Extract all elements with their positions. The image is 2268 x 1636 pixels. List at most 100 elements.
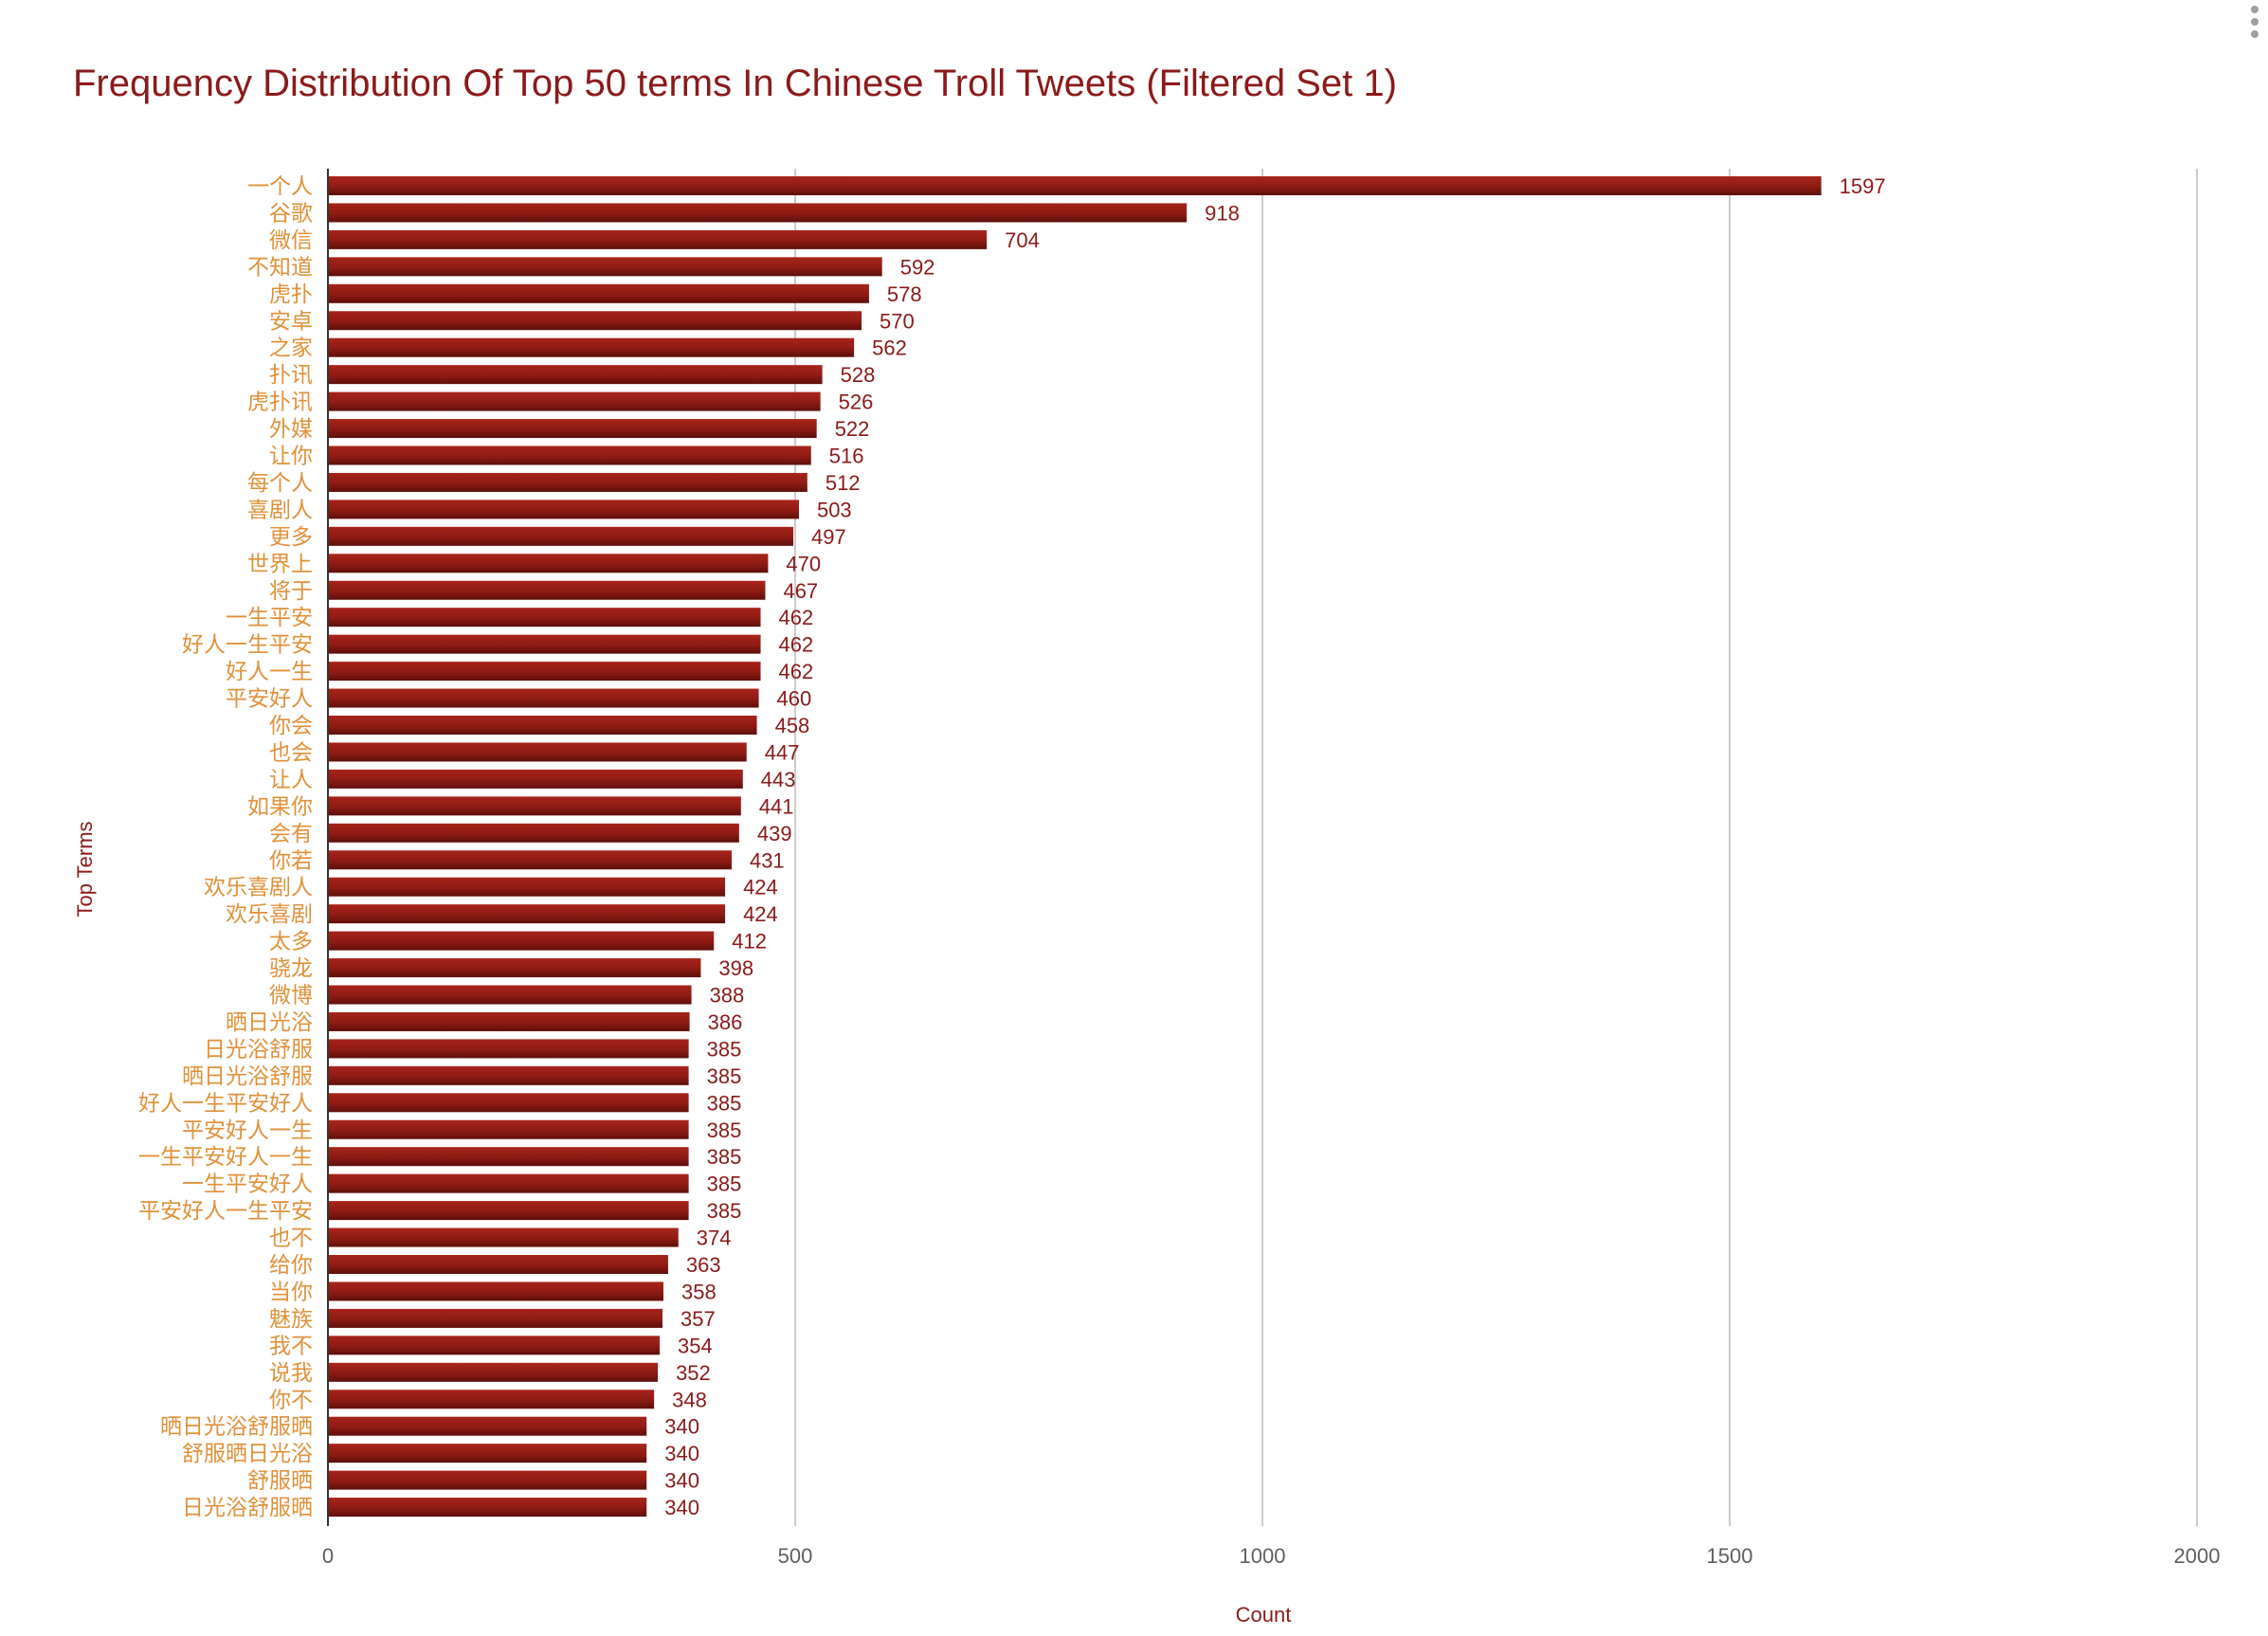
data-label: 363 <box>686 1253 721 1277</box>
vertical-dots-menu-icon[interactable] <box>2249 6 2260 44</box>
bar[interactable] <box>329 634 761 654</box>
bar[interactable] <box>329 419 817 439</box>
data-label: 358 <box>681 1280 717 1303</box>
bar[interactable] <box>329 1362 659 1382</box>
data-label: 460 <box>777 687 812 711</box>
bar[interactable] <box>329 1498 647 1518</box>
bar[interactable] <box>329 1173 689 1193</box>
bar[interactable] <box>329 1282 663 1301</box>
category-label: 平安好人一生 <box>182 1118 313 1142</box>
bar[interactable] <box>329 662 761 682</box>
category-label: 虎扑讯 <box>247 390 313 414</box>
category-label: 每个人 <box>247 470 313 495</box>
bar[interactable] <box>329 1147 689 1167</box>
bar[interactable] <box>329 904 726 924</box>
data-label: 340 <box>664 1415 699 1439</box>
category-label: 晒日光浴 <box>226 1009 313 1034</box>
bar[interactable] <box>329 526 794 546</box>
bar[interactable] <box>329 176 1822 195</box>
bar[interactable] <box>329 500 799 519</box>
category-label: 舒服晒日光浴 <box>182 1441 313 1465</box>
data-label: 562 <box>872 336 907 360</box>
bar[interactable] <box>329 877 726 897</box>
category-label: 说我 <box>269 1360 313 1385</box>
data-label: 431 <box>750 848 785 872</box>
bar[interactable] <box>329 1390 655 1409</box>
bar[interactable] <box>329 850 732 870</box>
bar[interactable] <box>329 391 821 411</box>
data-label: 340 <box>664 1469 699 1493</box>
data-label: 348 <box>672 1388 707 1411</box>
data-label: 578 <box>887 282 922 306</box>
bar[interactable] <box>329 1227 679 1247</box>
category-label: 世界上 <box>247 551 313 575</box>
data-label: 516 <box>829 445 864 468</box>
bar[interactable] <box>329 1065 689 1085</box>
category-label: 欢乐喜剧人 <box>204 875 313 900</box>
category-label: 平安好人 <box>226 686 313 711</box>
x-tick-label: 1000 <box>1240 1544 1286 1568</box>
bar[interactable] <box>329 229 988 249</box>
bar[interactable] <box>329 337 855 357</box>
bar[interactable] <box>329 472 807 492</box>
bar[interactable] <box>329 1119 689 1139</box>
category-label: 让你 <box>269 444 313 468</box>
bar[interactable] <box>329 985 692 1005</box>
data-label: 462 <box>779 633 814 657</box>
bar[interactable] <box>329 554 769 573</box>
data-label: 385 <box>707 1064 742 1088</box>
category-label: 微信 <box>269 227 313 252</box>
bar[interactable] <box>329 283 869 303</box>
bar[interactable] <box>329 823 739 843</box>
category-label: 你若 <box>269 847 313 872</box>
bar[interactable] <box>329 931 715 951</box>
bars <box>329 176 1822 1518</box>
data-label: 512 <box>826 471 861 495</box>
bar[interactable] <box>329 365 823 385</box>
data-label: 385 <box>707 1199 742 1223</box>
category-label: 外媒 <box>269 416 313 441</box>
bar[interactable] <box>329 958 701 978</box>
category-label: 好人一生 <box>226 659 313 683</box>
data-label: 352 <box>676 1361 711 1385</box>
bar[interactable] <box>329 1416 647 1436</box>
category-label: 一生平安好人 <box>182 1172 313 1196</box>
bar[interactable] <box>329 445 811 465</box>
bar[interactable] <box>329 1255 668 1274</box>
bar[interactable] <box>329 1308 663 1328</box>
bar[interactable] <box>329 716 757 735</box>
category-label: 骁龙 <box>269 955 313 980</box>
x-tick-label: 0 <box>322 1544 334 1568</box>
bar[interactable] <box>329 608 761 627</box>
category-label: 舒服晒 <box>247 1468 313 1493</box>
bar[interactable] <box>329 688 759 708</box>
bar[interactable] <box>329 311 862 331</box>
bar[interactable] <box>329 1093 689 1113</box>
category-label: 一生平安好人一生 <box>138 1144 313 1169</box>
category-label: 安卓 <box>269 308 313 333</box>
bar[interactable] <box>329 796 741 816</box>
data-label: 385 <box>707 1037 742 1061</box>
bar[interactable] <box>329 742 747 762</box>
bar[interactable] <box>329 1011 690 1031</box>
x-tick-label: 1500 <box>1707 1544 1753 1568</box>
data-label: 458 <box>775 714 810 737</box>
bar[interactable] <box>329 1336 661 1355</box>
category-label: 一个人 <box>247 173 313 198</box>
bar[interactable] <box>329 1444 647 1463</box>
bar[interactable] <box>329 257 882 277</box>
data-label: 447 <box>765 740 800 764</box>
bar[interactable] <box>329 1201 689 1221</box>
data-label: 424 <box>743 876 778 900</box>
bar[interactable] <box>329 580 766 600</box>
bar[interactable] <box>329 203 1188 223</box>
bar[interactable] <box>329 769 743 789</box>
data-label: 462 <box>779 660 814 683</box>
data-label: 354 <box>678 1334 713 1357</box>
data-label: 398 <box>718 956 753 980</box>
bar[interactable] <box>329 1039 689 1059</box>
data-label: 462 <box>779 606 814 629</box>
category-label: 日光浴舒服 <box>204 1036 313 1061</box>
bar[interactable] <box>329 1470 647 1490</box>
category-label: 之家 <box>269 336 313 360</box>
